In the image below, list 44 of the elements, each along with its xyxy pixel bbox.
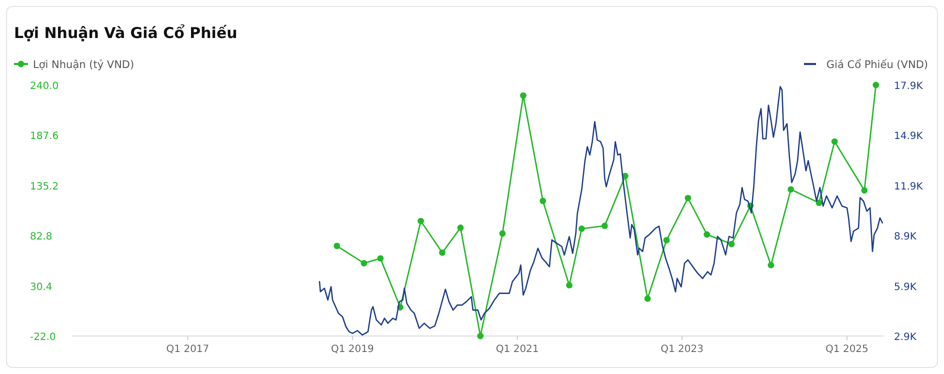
- chart-title: Lợi Nhuận Và Giá Cổ Phiếu: [14, 24, 238, 42]
- y-tick-label: 240.0: [30, 81, 59, 92]
- point: [704, 231, 710, 238]
- point: [566, 282, 572, 288]
- y2-tick-label: 11.9K: [894, 181, 924, 192]
- x-tick-label: Q1 2021: [496, 344, 539, 355]
- y2-tick-label: 2.9K: [894, 332, 917, 343]
- x-tick-label: Q1 2025: [826, 344, 868, 355]
- y-tick-label: 135.2: [30, 181, 59, 192]
- point: [477, 332, 484, 340]
- point: [439, 249, 446, 256]
- y2-tick-label: 17.9K: [894, 81, 924, 92]
- y-tick-label: 82.8: [30, 232, 52, 243]
- point: [684, 194, 692, 202]
- y2-tick-label: 5.9K: [894, 282, 917, 293]
- point: [578, 226, 585, 232]
- x-tick-label: Q1 2019: [331, 344, 374, 355]
- point: [540, 198, 546, 204]
- point: [360, 260, 368, 266]
- point: [601, 222, 608, 230]
- point: [520, 92, 526, 99]
- point: [768, 262, 774, 268]
- y2-tick-label: 14.9K: [894, 131, 924, 142]
- point: [418, 218, 424, 224]
- y-tick-label: 187.6: [30, 131, 59, 142]
- point: [644, 295, 651, 302]
- point: [816, 200, 822, 206]
- y2-tick-label: 8.9K: [894, 232, 917, 243]
- point: [334, 242, 340, 250]
- point: [499, 230, 506, 237]
- point: [788, 186, 794, 193]
- point: [728, 240, 735, 248]
- y-tick-label: 30.4: [30, 282, 52, 293]
- legend-label: Giá Cổ Phiếu (VND): [826, 58, 928, 71]
- legend-label: Lợi Nhuận (tỷ VND): [33, 59, 134, 71]
- point: [377, 255, 384, 262]
- x-tick-label: Q1 2017: [166, 344, 210, 355]
- y-tick-label: -22.0: [30, 332, 56, 343]
- point: [861, 187, 868, 194]
- point: [872, 82, 880, 88]
- point: [663, 237, 670, 244]
- point: [457, 224, 464, 231]
- point: [831, 138, 838, 145]
- x-tick-label: Q1 2023: [660, 344, 704, 355]
